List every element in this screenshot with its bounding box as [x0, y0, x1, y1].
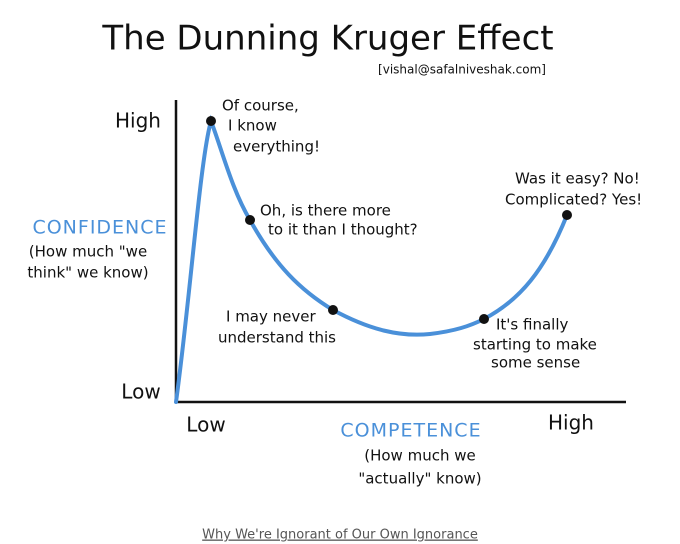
caption-link[interactable]: Why We're Ignorant of Our Own Ignorance: [202, 528, 478, 543]
y-sublabel: (How much "we: [29, 243, 147, 261]
annotation: to it than I thought?: [268, 221, 418, 239]
point: [245, 215, 255, 225]
annotation: everything!: [233, 138, 320, 156]
annotation: some sense: [491, 354, 580, 372]
x-label: COMPETENCE: [340, 420, 481, 442]
annotation: Was it easy? No!: [515, 170, 640, 188]
y-high: High: [115, 109, 161, 133]
y-sublabel: think" we know): [27, 264, 148, 282]
annotation: Of course,: [222, 97, 299, 115]
annotation: understand this: [218, 329, 336, 347]
credit: [vishal@safalniveshak.com]: [378, 63, 546, 77]
x-sublabel: "actually" know): [358, 470, 481, 488]
annotation: Complicated? Yes!: [505, 191, 642, 209]
y-low: Low: [121, 380, 160, 404]
y-label: CONFIDENCE: [32, 217, 167, 239]
points: [206, 116, 572, 324]
annotation: Oh, is there more: [260, 202, 391, 220]
annotation: It's finally: [496, 316, 568, 334]
point: [479, 314, 489, 324]
annotation: I may never: [226, 308, 316, 326]
point: [562, 210, 572, 220]
point: [206, 116, 216, 126]
annotation: I know: [228, 117, 277, 135]
x-high: High: [548, 411, 594, 435]
title: The Dunning Kruger Effect: [101, 19, 553, 59]
annotation: starting to make: [473, 336, 597, 354]
x-low: Low: [186, 413, 225, 437]
x-sublabel: (How much we: [364, 447, 475, 465]
point: [328, 305, 338, 315]
